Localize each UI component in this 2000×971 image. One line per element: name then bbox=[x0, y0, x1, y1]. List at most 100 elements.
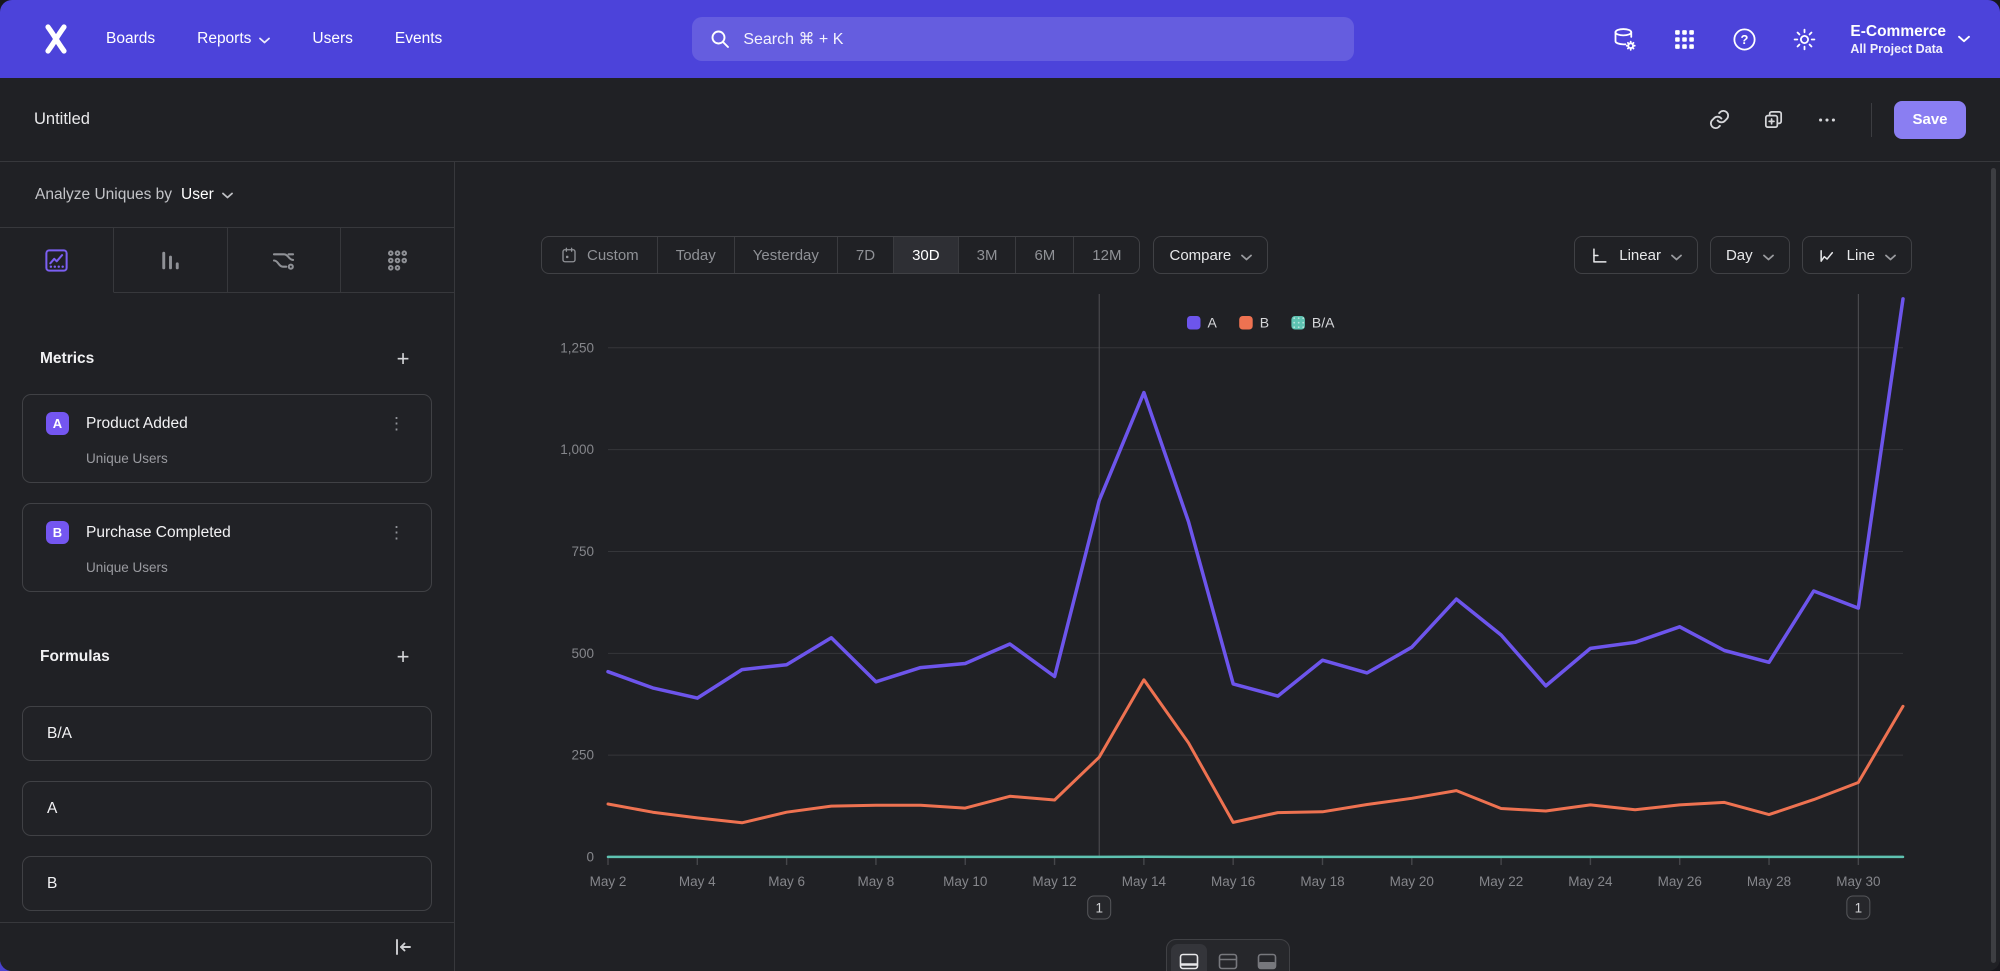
toolbar-actions: Save bbox=[1697, 100, 1966, 140]
tab-bar-chart[interactable] bbox=[113, 228, 228, 293]
tab-flow[interactable] bbox=[227, 228, 342, 293]
save-button[interactable]: Save bbox=[1894, 100, 1966, 139]
chevron-down-icon bbox=[259, 31, 271, 49]
axis-scale-icon bbox=[1590, 246, 1609, 265]
date-range-label: 12M bbox=[1092, 246, 1122, 264]
layout-split-button[interactable] bbox=[1210, 944, 1246, 971]
settings-gear-icon[interactable] bbox=[1784, 19, 1824, 59]
add-metric-button[interactable]: + bbox=[388, 344, 418, 374]
metric-card-a[interactable]: A Product Added ⋮ Unique Users bbox=[22, 394, 432, 483]
date-range-6m[interactable]: 6M bbox=[1016, 237, 1075, 273]
series-A bbox=[606, 297, 1905, 700]
svg-text:B/A: B/A bbox=[1312, 315, 1335, 331]
date-range-today[interactable]: Today bbox=[658, 237, 735, 273]
interval-dropdown[interactable]: Day bbox=[1709, 236, 1790, 274]
more-options-icon[interactable] bbox=[1805, 100, 1849, 140]
metric-name: Purchase Completed bbox=[86, 523, 231, 541]
y-tick-label: 1,250 bbox=[560, 340, 594, 355]
x-tick-label: May 26 bbox=[1658, 874, 1702, 889]
collapse-sidebar-icon[interactable] bbox=[388, 932, 418, 962]
duplicate-icon[interactable] bbox=[1751, 100, 1795, 140]
calendar-icon bbox=[560, 246, 578, 264]
data-management-icon[interactable] bbox=[1604, 19, 1644, 59]
annotation-badge[interactable]: 1 bbox=[1087, 895, 1112, 920]
formula-card-b[interactable]: B bbox=[22, 856, 432, 911]
date-range-12m[interactable]: 12M bbox=[1074, 237, 1139, 273]
date-range-7d[interactable]: 7D bbox=[838, 237, 895, 273]
metrics-header: Metrics + bbox=[40, 344, 418, 374]
nav-item-events[interactable]: Events bbox=[395, 30, 442, 48]
legend-item-B-A[interactable]: B/A bbox=[1291, 315, 1335, 331]
mixpanel-logo-icon[interactable] bbox=[36, 19, 76, 59]
x-tick-label: May 12 bbox=[1032, 874, 1076, 889]
legend-item-A[interactable]: A bbox=[1187, 315, 1218, 331]
date-range-30d[interactable]: 30D bbox=[894, 237, 959, 273]
report-toolbar: Untitled Save bbox=[0, 78, 2000, 162]
date-range-custom[interactable]: Custom bbox=[542, 237, 658, 273]
x-tick-label: May 6 bbox=[768, 874, 805, 889]
tab-line-chart[interactable] bbox=[0, 228, 114, 293]
svg-text:1: 1 bbox=[1095, 901, 1103, 916]
apps-grid-icon[interactable] bbox=[1664, 19, 1704, 59]
nav-item-reports[interactable]: Reports bbox=[197, 29, 271, 49]
compare-dropdown[interactable]: Compare bbox=[1153, 236, 1269, 274]
y-tick-label: 750 bbox=[571, 544, 594, 559]
layout-table-button[interactable] bbox=[1249, 944, 1285, 971]
x-tick-label: May 8 bbox=[858, 874, 895, 889]
date-range-label: 30D bbox=[912, 246, 940, 264]
y-tick-label: 1,000 bbox=[560, 442, 594, 457]
date-range-label: Today bbox=[675, 246, 716, 264]
scale-dropdown[interactable]: Linear bbox=[1574, 236, 1698, 274]
metric-card-b[interactable]: B Purchase Completed ⋮ Unique Users bbox=[22, 503, 432, 592]
x-tick-label: May 14 bbox=[1122, 874, 1167, 889]
metric-badge: B bbox=[46, 521, 69, 544]
x-tick-label: May 18 bbox=[1300, 874, 1344, 889]
series-B bbox=[606, 678, 1905, 825]
annotation-badge[interactable]: 1 bbox=[1846, 895, 1871, 920]
metric-menu-icon[interactable]: ⋮ bbox=[388, 523, 405, 542]
date-range-yesterday[interactable]: Yesterday bbox=[735, 237, 838, 273]
search-placeholder: Search ⌘ + K bbox=[743, 31, 844, 48]
query-sidebar: Analyze Uniques by User bbox=[0, 162, 455, 971]
nav-item-boards[interactable]: Boards bbox=[106, 30, 155, 48]
project-subtitle: All Project Data bbox=[1850, 41, 1943, 56]
analyze-by-dropdown[interactable]: User bbox=[181, 186, 233, 204]
legend-item-B[interactable]: B bbox=[1239, 315, 1269, 331]
tab-metrics-grid[interactable] bbox=[341, 228, 454, 293]
chart-type-dropdown[interactable]: Line bbox=[1801, 236, 1912, 274]
help-icon[interactable]: ? bbox=[1724, 19, 1764, 59]
metric-row: B Purchase Completed ⋮ bbox=[46, 521, 411, 544]
y-tick-label: 500 bbox=[571, 646, 594, 661]
formula-card-a[interactable]: A bbox=[22, 781, 432, 836]
chevron-down-icon bbox=[1671, 248, 1682, 265]
chevron-down-icon bbox=[1958, 30, 1970, 48]
date-range-label: Custom bbox=[587, 246, 639, 264]
add-formula-button[interactable]: + bbox=[388, 642, 418, 672]
scrollbar[interactable] bbox=[1991, 168, 1996, 963]
report-title[interactable]: Untitled bbox=[34, 110, 90, 128]
formula-card-ba[interactable]: B/A bbox=[22, 706, 432, 761]
x-tick-label: May 10 bbox=[943, 874, 987, 889]
scale-label: Linear bbox=[1619, 246, 1661, 264]
layout-chart-button[interactable] bbox=[1170, 944, 1207, 971]
metric-aggregation[interactable]: Unique Users bbox=[86, 451, 168, 466]
metric-menu-icon[interactable]: ⋮ bbox=[388, 414, 405, 433]
top-nav: Boards Reports Users Events Search ⌘ + K bbox=[0, 0, 2000, 78]
search-input[interactable]: Search ⌘ + K bbox=[692, 17, 1355, 61]
y-tick-label: 0 bbox=[586, 850, 594, 865]
x-tick-label: May 4 bbox=[679, 874, 716, 889]
project-switcher[interactable]: E-Commerce All Project Data bbox=[1850, 22, 1970, 56]
nav-item-label: Boards bbox=[106, 30, 156, 47]
metric-aggregation[interactable]: Unique Users bbox=[86, 560, 168, 575]
line-chart: 0 250 500 750 1,000 1,250 May 2 May 4 May 6 May 8… bbox=[560, 294, 1905, 920]
chart-controls: Custom Today Yesterday 7D 30D 3M 6M 12M … bbox=[541, 236, 1912, 274]
project-name: E-Commerce bbox=[1850, 23, 1946, 41]
x-tick-label: May 2 bbox=[590, 874, 627, 889]
x-tick-label: May 28 bbox=[1747, 874, 1791, 889]
date-range-3m[interactable]: 3M bbox=[959, 237, 1017, 273]
metric-badge: A bbox=[46, 412, 69, 435]
content-area: Analyze Uniques by User bbox=[0, 162, 2000, 971]
view-layout-toggles bbox=[1165, 939, 1290, 971]
copy-link-icon[interactable] bbox=[1697, 100, 1741, 140]
nav-item-users[interactable]: Users bbox=[312, 30, 352, 48]
